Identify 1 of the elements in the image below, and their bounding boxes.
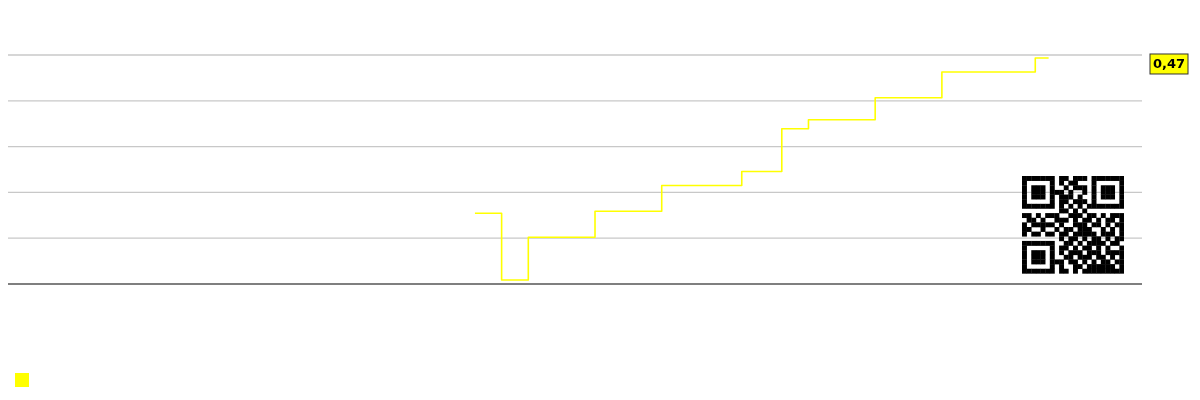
text: 0,47 <box>1152 55 1186 71</box>
